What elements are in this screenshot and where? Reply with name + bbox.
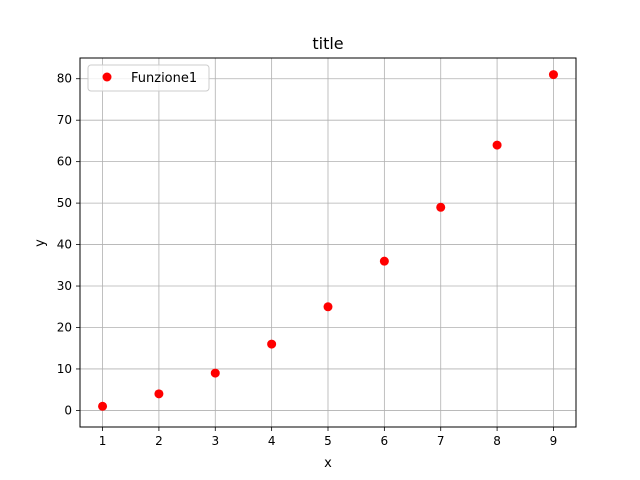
y-tick-label: 0 [64,403,72,417]
plot-area-frame [79,57,577,428]
legend: Funzione1 [87,64,210,92]
axis-ticks: 1 2 3 4 5 6 7 8 9 0 10 20 30 40 50 60 70 80 [57,72,558,448]
x-tick-label: 5 [324,434,332,448]
x-tick-label: 7 [437,434,445,448]
y-tick-label: 80 [57,72,72,86]
y-tick-label: 50 [57,196,72,210]
data-point [548,70,558,80]
y-tick-label: 60 [57,155,72,169]
legend-label: Funzione1 [131,71,197,86]
x-tick-label: 1 [99,434,107,448]
data-point [436,202,446,212]
x-tick-label: 9 [550,434,558,448]
x-tick-label: 4 [268,434,276,448]
y-tick-label: 70 [57,113,72,127]
y-tick-label: 10 [57,362,72,376]
data-point [323,302,333,312]
y-axis-label: y [33,239,48,247]
y-tick-label: 20 [57,320,72,334]
x-tick-label: 8 [493,434,501,448]
data-point [379,256,389,266]
data-point [492,140,502,150]
chart-title: title [312,34,343,53]
x-axis-label: x [324,456,332,471]
data-point [210,368,220,378]
data-point [154,389,164,399]
x-tick-label: 2 [155,434,163,448]
legend-box [87,64,210,92]
y-tick-label: 30 [57,279,72,293]
y-tick-label: 40 [57,238,72,252]
x-tick-label: 3 [211,434,219,448]
data-point [267,339,277,349]
grid [80,58,576,427]
x-tick-label: 6 [381,434,389,448]
legend-marker [102,72,112,82]
data-points [98,70,558,411]
data-point [98,401,108,411]
